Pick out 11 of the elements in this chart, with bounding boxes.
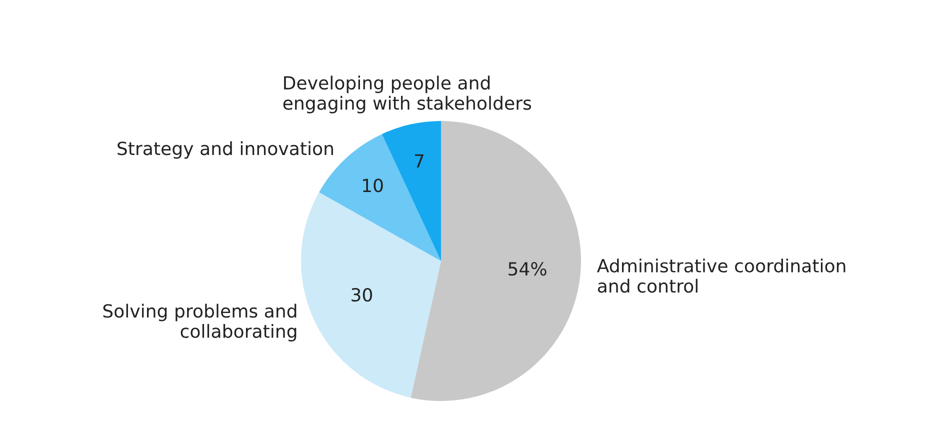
slice-label: Developing people and engaging with stakeholders: [283, 76, 532, 114]
pie-slice: [410, 121, 581, 401]
data-label: 30: [352, 288, 372, 302]
pie-slice: [301, 192, 441, 398]
slice-label: Administrative coordination and control: [597, 258, 846, 293]
slice-label: Strategy and innovation: [118, 141, 333, 159]
data-label: 7: [414, 154, 424, 168]
pie-slice: [382, 121, 441, 261]
data-label: 10: [363, 178, 383, 192]
data-label: 54%: [508, 262, 546, 276]
slice-label: Solving problems and collaborating: [103, 304, 296, 342]
